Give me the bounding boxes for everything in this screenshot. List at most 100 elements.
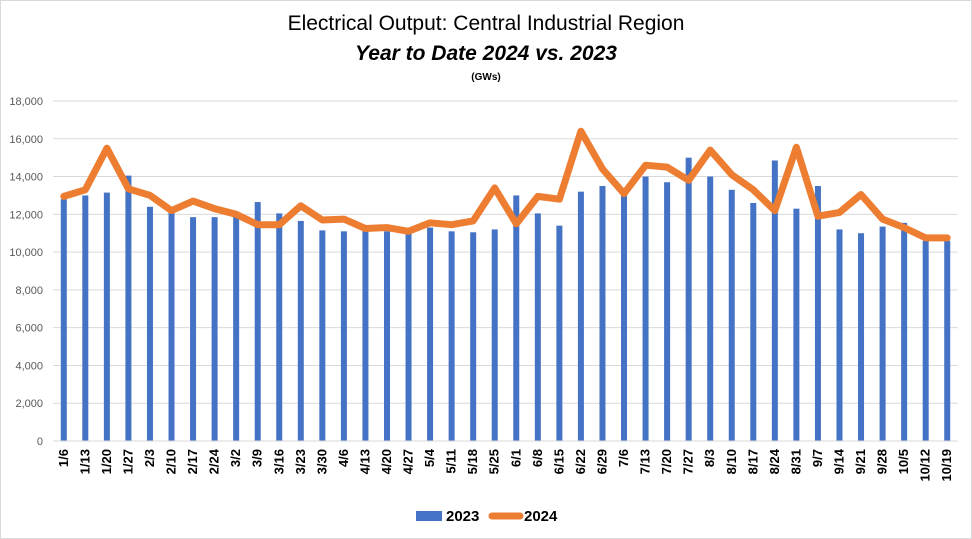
point-2024 [666,166,668,168]
legend-label-2024: 2024 [524,508,558,525]
point-2024 [106,147,108,149]
x-tick-label: 8/17 [745,449,760,474]
bar-2023 [211,217,218,441]
y-tick-label: 8,000 [15,285,43,297]
bar-2023 [60,199,67,441]
x-tick-label: 8/31 [788,449,803,474]
chart-unit: (GWs) [471,72,501,83]
chart-title: Electrical Output: Central Industrial Re… [287,12,685,35]
bar-2023 [836,229,843,441]
x-tick-label: 7/27 [681,449,696,474]
y-tick-label: 2,000 [15,398,43,410]
bar-2023 [556,225,563,441]
point-2024 [817,215,819,217]
point-2024 [731,174,733,176]
point-2024 [300,205,302,207]
x-tick-label: 8/24 [767,448,782,474]
legend-label-2023: 2023 [446,508,479,525]
point-2024 [494,187,496,189]
bar-2023 [168,212,175,441]
bar-2023 [577,191,584,441]
point-2024 [946,237,948,239]
bars-2023 [60,157,951,442]
x-tick-label: 9/14 [831,448,846,474]
point-2024 [408,230,410,232]
x-tick-label: 5/18 [465,449,480,474]
point-2024 [451,224,453,226]
bar-2023 [82,195,89,441]
gridlines [53,100,958,442]
point-2024 [343,218,345,220]
legend-swatch-2023 [416,511,442,521]
point-2024 [688,179,690,181]
x-tick-label: 7/13 [638,449,653,474]
x-tick-label: 6/29 [594,449,609,474]
bar-2023 [750,203,757,441]
point-2024 [214,208,216,210]
point-2024 [192,200,194,202]
x-tick-label: 5/11 [444,449,459,474]
bar-2023 [728,189,735,441]
x-tick-label: 7/6 [616,449,631,467]
y-tick-label: 0 [37,436,43,448]
y-tick-label: 10,000 [9,247,43,259]
point-2024 [580,130,582,132]
point-2024 [429,222,431,224]
bar-2023 [621,195,628,441]
bar-2023 [297,220,304,441]
bar-2023 [427,227,434,441]
point-2024 [63,195,65,197]
bar-2023 [534,213,541,441]
x-tick-label: 9/7 [810,449,825,467]
point-2024 [838,211,840,213]
point-2024 [235,213,237,215]
x-tick-label: 1/13 [77,449,92,474]
point-2024 [515,223,517,225]
legend: 2023 2024 [416,508,558,525]
x-tick-label: 6/1 [508,449,523,467]
bar-2023 [319,230,326,441]
x-tick-label: 3/23 [293,449,308,474]
point-2024 [171,210,173,212]
point-2024 [601,168,603,170]
bar-2023 [103,192,110,441]
point-2024 [149,194,151,196]
point-2024 [84,189,86,191]
x-tick-label: 2/24 [207,448,222,474]
point-2024 [472,220,474,222]
bar-2023 [190,217,197,441]
y-tick-label: 18,000 [9,96,43,108]
bar-2023 [771,160,778,441]
point-2024 [127,188,129,190]
bar-2023 [901,222,908,441]
x-tick-label: 3/2 [228,449,243,467]
point-2024 [364,228,366,229]
point-2024 [752,189,754,191]
x-tick-label: 9/28 [875,449,890,474]
bar-2023 [879,226,886,441]
y-axis: 0 2,000 4,000 6,000 8,000 10,000 12,000 14,000 1… [9,96,43,448]
bar-2023 [793,208,800,441]
y-tick-label: 6,000 [15,323,43,335]
x-tick-label: 6/22 [573,449,588,474]
y-tick-label: 4,000 [15,360,43,372]
point-2024 [558,198,560,200]
bar-2023 [944,240,951,441]
x-tick-label: 4/6 [336,449,351,467]
x-tick-label: 9/21 [853,449,868,474]
x-tick-label: 1/6 [56,449,71,467]
bar-2023 [922,240,929,441]
x-tick-label: 10/19 [939,449,954,482]
x-tick-label: 8/3 [702,449,717,467]
y-tick-label: 12,000 [9,209,43,221]
point-2024 [774,210,776,212]
bar-2023 [362,230,369,441]
line-2024 [60,127,951,242]
y-tick-label: 16,000 [9,134,43,146]
bar-2023 [685,157,692,441]
x-tick-label: 3/9 [250,449,265,467]
x-tick-label: 5/4 [422,448,437,467]
x-tick-label: 3/16 [271,449,286,474]
